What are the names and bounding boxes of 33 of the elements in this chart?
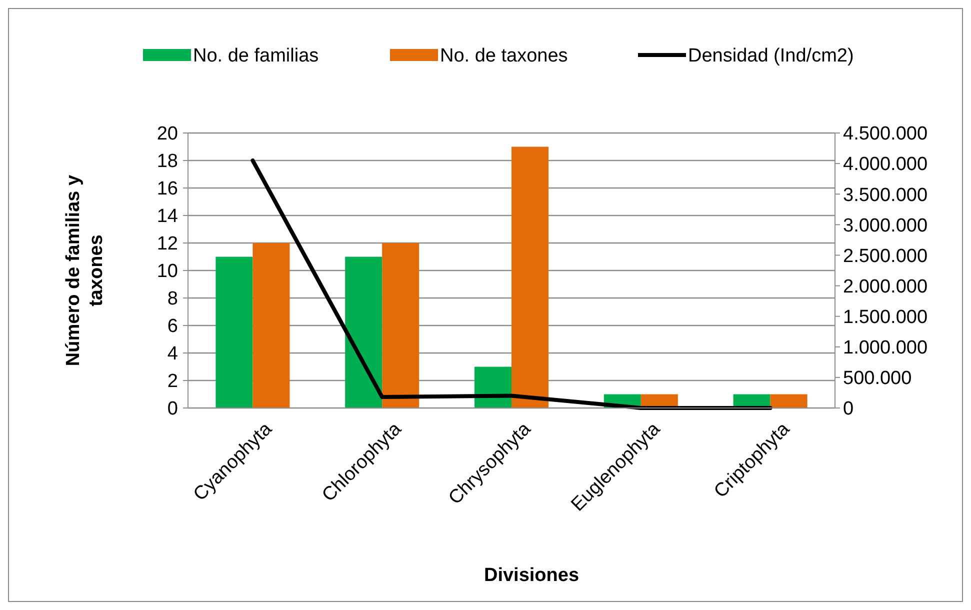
y-tick-label: 18 [156,151,178,172]
legend-label: Densidad (Ind/cm2) [688,46,854,67]
y2-tick-label: 4.500.000 [843,124,928,145]
bar [345,256,382,408]
legend-label: No. de taxones [440,46,568,67]
legend-label: No. de familias [193,46,319,67]
y-tick-label: 0 [167,398,178,420]
y2-tick-label: 2.500.000 [843,246,928,267]
bar [770,394,808,408]
y-tick-label: 6 [167,316,178,338]
x-axis-title: Divisiones [484,565,580,586]
y2-tick-label: 500.000 [843,368,912,390]
bar [382,243,420,408]
y2-tick-label: 3.000.000 [843,215,928,236]
y2-tick-label: 1.000.000 [843,338,928,359]
y-tick-label: 2 [167,371,178,392]
y-axis-title: Número de familias y taxones [63,174,107,366]
y-tick-label: 16 [156,178,178,200]
y2-tick-label: 1.500.000 [843,306,928,328]
y-tick-label: 14 [156,206,178,228]
y-tick-label: 4 [167,344,178,365]
y-tick-label: 20 [156,124,178,145]
y-tick-label: 8 [167,288,178,310]
bar [216,256,253,408]
y2-tick-label: 0 [843,398,854,420]
bar [252,243,290,408]
y2-tick-label: 2.000.000 [843,276,928,298]
y-tick-label: 10 [156,261,178,282]
bar [512,146,548,408]
line-series [250,158,772,410]
y2-tick-label: 3.500.000 [843,184,928,206]
y-tick-label: 12 [156,234,178,255]
y2-tick-label: 4.000.000 [843,154,928,176]
